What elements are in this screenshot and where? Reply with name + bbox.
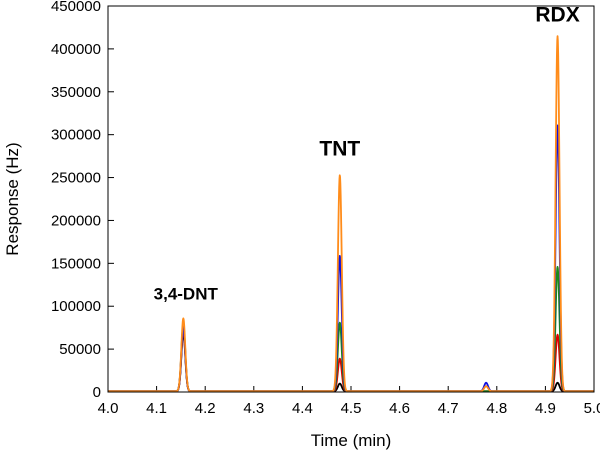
peak-annotations: 3,4-DNT TNT RDX bbox=[154, 3, 580, 303]
x-tick-labels: 4.0 4.1 4.2 4.3 4.4 4.5 4.6 4.7 4.8 4.9 5.0 bbox=[98, 400, 600, 417]
x-tick-label: 4.8 bbox=[486, 400, 507, 417]
tick-marks bbox=[107, 5, 595, 393]
x-axis-title: Time (min) bbox=[311, 431, 392, 450]
plot-frame bbox=[107, 5, 595, 393]
y-tick-label: 0 bbox=[93, 384, 101, 401]
peak-label: TNT bbox=[319, 137, 360, 160]
y-tick-label: 50000 bbox=[59, 341, 101, 358]
x-tick-label: 4.5 bbox=[341, 400, 362, 417]
peak-label: RDX bbox=[535, 3, 579, 26]
x-tick-label: 5.0 bbox=[584, 400, 600, 417]
y-tick-label: 450000 bbox=[51, 0, 101, 15]
y-tick-labels: 0 50000 100000 150000 200000 250000 300000 3500… bbox=[51, 0, 101, 401]
y-tick-label: 350000 bbox=[51, 84, 101, 101]
y-tick-label: 250000 bbox=[51, 170, 101, 187]
x-tick-label: 4.7 bbox=[438, 400, 459, 417]
x-tick-label: 4.1 bbox=[146, 400, 167, 417]
x-tick-label: 4.0 bbox=[98, 400, 119, 417]
y-tick-label: 150000 bbox=[51, 255, 101, 272]
y-tick-label: 300000 bbox=[51, 127, 101, 144]
peak-label: 3,4-DNT bbox=[154, 284, 219, 303]
series-line-orange bbox=[107, 35, 595, 393]
x-tick-label: 4.4 bbox=[292, 400, 313, 417]
x-tick-label: 4.3 bbox=[243, 400, 264, 417]
series-lines bbox=[107, 35, 595, 393]
y-tick-label: 400000 bbox=[51, 41, 101, 58]
y-axis-title: Response (Hz) bbox=[3, 142, 22, 255]
x-tick-label: 4.2 bbox=[195, 400, 216, 417]
x-tick-label: 4.6 bbox=[389, 400, 410, 417]
y-tick-label: 200000 bbox=[51, 212, 101, 229]
x-tick-label: 4.9 bbox=[535, 400, 556, 417]
y-tick-label: 100000 bbox=[51, 298, 101, 315]
